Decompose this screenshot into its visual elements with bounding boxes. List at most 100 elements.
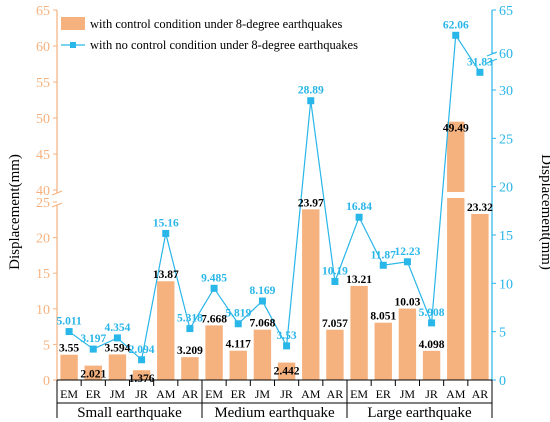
x-tick-label-8: JM bbox=[255, 387, 271, 401]
line-point-3 bbox=[138, 356, 146, 364]
left-tick-label-2: 10 bbox=[36, 303, 50, 318]
bar-label-16: 49.49 bbox=[443, 123, 469, 135]
line-label-6: 9.485 bbox=[201, 272, 227, 284]
left-axis-break-2 bbox=[51, 202, 63, 208]
line-point-5 bbox=[186, 325, 194, 333]
bar-label-10: 23.97 bbox=[298, 197, 324, 209]
legend-line-label: with no control condition under 8-degree… bbox=[90, 38, 358, 52]
right-tick-label-4: 20 bbox=[499, 181, 513, 196]
line-point-13 bbox=[379, 261, 387, 269]
group-label-2: Large earthquake bbox=[367, 405, 472, 421]
bar-label-11: 7.057 bbox=[322, 318, 348, 330]
right-tick-label-2: 10 bbox=[499, 277, 513, 292]
right-axis-break-2 bbox=[486, 58, 498, 64]
left-tick-label-4: 20 bbox=[36, 232, 50, 247]
line-point-11 bbox=[331, 277, 339, 285]
left-tick-label-11: 65 bbox=[36, 4, 50, 19]
x-tick-label-11: AR bbox=[327, 387, 344, 401]
left-tick-label-1: 5 bbox=[43, 338, 50, 353]
line-label-2: 4.354 bbox=[104, 322, 130, 334]
bar-label-6: 7.668 bbox=[201, 313, 227, 325]
bar-label-5: 3.209 bbox=[177, 345, 203, 357]
right-tick-label-1: 5 bbox=[499, 326, 506, 341]
x-tick-label-17: AR bbox=[472, 387, 489, 401]
bar-6 bbox=[205, 325, 223, 380]
x-tick-label-3: JR bbox=[135, 387, 148, 401]
left-tick-label-7: 45 bbox=[36, 148, 50, 163]
legend-line-marker bbox=[70, 42, 76, 48]
x-tick-label-2: JM bbox=[110, 387, 126, 401]
x-tick-label-7: ER bbox=[231, 387, 246, 401]
line-label-5: 5.318 bbox=[177, 313, 203, 325]
left-axis-break-1 bbox=[51, 190, 63, 196]
axes-layer: 05101520254045505560650510152025306065EM… bbox=[36, 4, 513, 421]
left-tick-label-5: 25 bbox=[36, 196, 50, 211]
x-tick-label-4: AM bbox=[156, 387, 176, 401]
line-point-10 bbox=[307, 97, 315, 105]
bar-4 bbox=[157, 281, 175, 380]
bar-16 bbox=[447, 121, 465, 380]
bar-label-8: 7.068 bbox=[249, 318, 275, 330]
bar-7 bbox=[229, 350, 247, 380]
x-tick-label-15: JR bbox=[425, 387, 438, 401]
bar-0 bbox=[60, 354, 78, 380]
bar-5 bbox=[181, 357, 199, 380]
bar-label-14: 10.03 bbox=[394, 297, 420, 309]
line-point-0 bbox=[65, 328, 73, 336]
right-tick-label-8: 65 bbox=[499, 4, 513, 19]
line-label-12: 16.84 bbox=[346, 201, 372, 213]
bar-9 bbox=[277, 362, 296, 380]
bar-12 bbox=[350, 285, 368, 380]
line-layer bbox=[65, 31, 484, 364]
bar-3 bbox=[132, 370, 151, 380]
line-point-14 bbox=[403, 258, 411, 266]
bar-1 bbox=[84, 365, 102, 380]
bar-label-7: 4.117 bbox=[226, 339, 251, 351]
bar-11 bbox=[326, 329, 344, 380]
bar-13 bbox=[374, 322, 392, 380]
line-label-10: 28.89 bbox=[298, 85, 324, 97]
line-label-3: 2.094 bbox=[129, 344, 155, 356]
legend-bar-swatch bbox=[61, 17, 85, 30]
bar-15 bbox=[422, 350, 441, 380]
bar-label-4: 13.87 bbox=[153, 269, 179, 281]
left-tick-label-8: 50 bbox=[36, 112, 50, 127]
bars-layer bbox=[60, 121, 489, 380]
legend-bar-label: with control condition under 8-degree ea… bbox=[90, 17, 342, 31]
bar-label-2: 3.594 bbox=[104, 342, 130, 354]
bar-label-0: 3.55 bbox=[59, 343, 79, 355]
line-label-11: 10.19 bbox=[322, 265, 348, 277]
line-series bbox=[68, 33, 481, 361]
x-tick-label-1: ER bbox=[86, 387, 101, 401]
right-tick-label-6: 30 bbox=[499, 84, 513, 99]
group-label-1: Medium earthquake bbox=[214, 405, 335, 421]
bar-14 bbox=[398, 308, 417, 380]
x-tick-label-16: AM bbox=[446, 387, 466, 401]
bar-8 bbox=[253, 329, 272, 380]
bar-label-1: 2.021 bbox=[80, 369, 106, 381]
x-tick-label-0: EM bbox=[60, 387, 78, 401]
line-point-8 bbox=[258, 297, 266, 305]
line-point-7 bbox=[234, 320, 242, 328]
bar-label-17: 23.32 bbox=[467, 202, 493, 214]
y-axis-label-left: Displacement(mm) bbox=[7, 154, 23, 270]
line-label-16: 62.06 bbox=[443, 19, 469, 31]
bar-2 bbox=[108, 354, 127, 380]
left-tick-label-10: 60 bbox=[36, 40, 50, 55]
line-label-9: 3.53 bbox=[277, 330, 297, 342]
x-tick-label-5: AR bbox=[182, 387, 199, 401]
line-label-0: 5.011 bbox=[56, 316, 81, 328]
y-axis-label-right: Displacement(mm) bbox=[538, 154, 550, 270]
left-tick-label-6: 40 bbox=[36, 184, 50, 199]
bar-10 bbox=[302, 209, 320, 380]
line-label-1: 3.197 bbox=[80, 333, 106, 345]
group-label-0: Small earthquake bbox=[77, 405, 182, 421]
left-tick-label-9: 55 bbox=[36, 76, 50, 91]
line-label-13: 11.87 bbox=[371, 249, 396, 261]
bar-label-12: 13.21 bbox=[346, 274, 372, 286]
line-label-15: 5.908 bbox=[419, 307, 445, 319]
x-tick-label-12: EM bbox=[350, 387, 368, 401]
line-point-9 bbox=[283, 342, 291, 350]
line-label-14: 12.23 bbox=[394, 246, 420, 258]
